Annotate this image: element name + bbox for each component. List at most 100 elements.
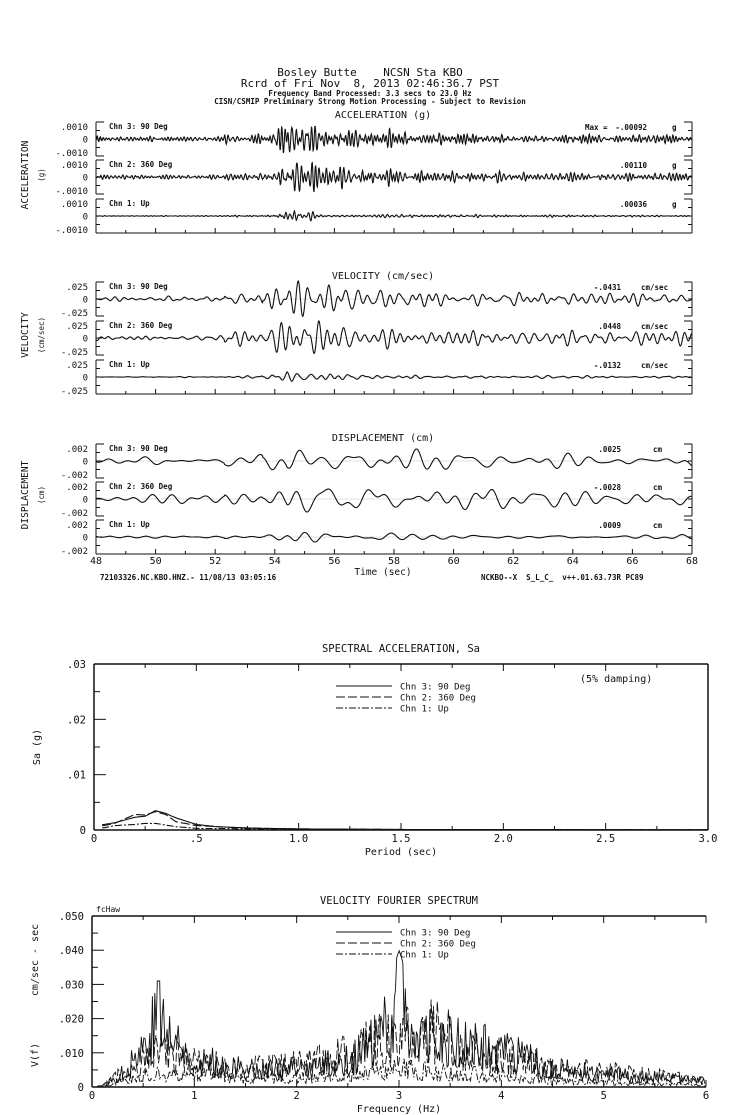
max-value: -.0028 bbox=[594, 483, 622, 492]
corner-label: fcHaw bbox=[96, 905, 120, 914]
y-tick-label: 0 bbox=[83, 458, 88, 468]
time-tick-label: 48 bbox=[90, 556, 102, 567]
waveform-0-0 bbox=[95, 125, 693, 154]
time-tick-label: 60 bbox=[448, 556, 460, 567]
trace-1-0 bbox=[95, 279, 693, 317]
panel-ylabel: VELOCITY bbox=[20, 312, 31, 358]
channel-label: Chn 1: Up bbox=[109, 360, 150, 369]
max-unit: cm/sec bbox=[641, 283, 668, 292]
waveform-1-0 bbox=[95, 279, 693, 317]
max-unit: cm bbox=[653, 483, 663, 492]
panel-title: ACCELERATION (g) bbox=[335, 110, 431, 121]
y-tick-label: .010 bbox=[59, 1048, 84, 1060]
trace-0-0 bbox=[95, 125, 693, 154]
panel-ylabel: DISPLACEMENT bbox=[20, 460, 31, 529]
y-tick-label: .0010 bbox=[61, 123, 88, 133]
station-title: Bosley Butte NCSN Sta KBO bbox=[277, 66, 462, 79]
x-axis-label: Period (sec) bbox=[365, 847, 437, 858]
legend-label: Chn 2: 360 Deg bbox=[400, 694, 476, 704]
y-tick-label: .020 bbox=[59, 1014, 84, 1026]
x-tick-label: 5 bbox=[601, 1090, 607, 1102]
panel-ylabel: ACCELERATION bbox=[20, 140, 31, 209]
max-unit: cm/sec bbox=[641, 322, 668, 331]
y-tick-label: .050 bbox=[59, 911, 84, 923]
panel-yunit: (cm/sec) bbox=[37, 317, 46, 353]
y-tick-label: -.002 bbox=[61, 547, 88, 557]
y-tick-label: -.025 bbox=[61, 309, 88, 319]
channel-label: Chn 2: 360 Deg bbox=[109, 482, 173, 491]
time-tick-label: 64 bbox=[567, 556, 579, 567]
waveform-1-1 bbox=[95, 320, 693, 354]
damping-note: (5% damping) bbox=[580, 674, 652, 685]
y-tick-label: -.025 bbox=[61, 348, 88, 358]
y-tick-label: 0 bbox=[83, 374, 88, 384]
y-tick-label: .0010 bbox=[61, 161, 88, 171]
channel-label: Chn 3: 90 Deg bbox=[109, 444, 168, 453]
y-tick-label: 0 bbox=[83, 213, 88, 223]
x-tick-label: 0 bbox=[91, 833, 97, 845]
channel-label: Chn 2: 360 Deg bbox=[109, 160, 173, 169]
y-tick-label: .025 bbox=[66, 361, 88, 371]
channel-label: Chn 1: Up bbox=[109, 199, 150, 208]
x-tick-label: 3.0 bbox=[699, 833, 718, 845]
x-axis-label: Frequency (Hz) bbox=[357, 1104, 441, 1115]
max-value: -.0132 bbox=[594, 361, 621, 370]
y-tick-label: .040 bbox=[59, 945, 84, 957]
y-axis-label: V(f) bbox=[30, 1043, 41, 1067]
trace-0-2 bbox=[96, 209, 692, 222]
max-unit: cm/sec bbox=[641, 361, 668, 370]
x-tick-label: 1.0 bbox=[289, 833, 308, 845]
y-tick-label: 0 bbox=[83, 496, 88, 506]
footer-right: NCKBO--X S_L_C_ v++.01.63.73R PC89 bbox=[481, 573, 644, 582]
time-tick-label: 62 bbox=[507, 556, 519, 567]
y-tick-label: .002 bbox=[66, 521, 88, 531]
max-unit: g bbox=[672, 161, 677, 170]
sa-series-1 bbox=[102, 811, 708, 831]
x-tick-label: 6 bbox=[703, 1090, 709, 1102]
waveform-0-1 bbox=[95, 161, 693, 193]
y-tick-label: .02 bbox=[67, 714, 86, 726]
max-value: -.00092 bbox=[615, 123, 647, 132]
y-tick-label: -.002 bbox=[61, 471, 88, 481]
trace-0-1 bbox=[95, 161, 693, 193]
waveform-0-2 bbox=[96, 209, 692, 222]
processing-note: CISN/CSMIP Preliminary Strong Motion Pro… bbox=[214, 97, 526, 106]
y-tick-label: .002 bbox=[66, 445, 88, 455]
panel-yunit: (cm) bbox=[37, 486, 46, 504]
max-value: .00036 bbox=[620, 200, 648, 209]
trace-1-1 bbox=[95, 320, 693, 354]
legend-label: Chn 3: 90 Deg bbox=[400, 683, 470, 693]
y-tick-label: 0 bbox=[83, 174, 88, 184]
waveform-2-0 bbox=[95, 448, 693, 471]
y-tick-label: 0 bbox=[83, 296, 88, 306]
fourier-series-2 bbox=[96, 1058, 706, 1088]
y-tick-label: -.002 bbox=[61, 509, 88, 519]
time-tick-label: 58 bbox=[388, 556, 400, 567]
time-tick-label: 56 bbox=[328, 556, 340, 567]
y-tick-label: .025 bbox=[66, 322, 88, 332]
frequency-band: Frequency Band Processed: 3.3 secs to 23… bbox=[268, 89, 471, 98]
x-tick-label: 1 bbox=[191, 1090, 197, 1102]
y-tick-label: 0 bbox=[83, 534, 88, 544]
y-tick-label: 0 bbox=[83, 335, 88, 345]
panel-yunit: (g) bbox=[37, 168, 46, 182]
y-tick-label: .0010 bbox=[61, 200, 88, 210]
trace-2-2 bbox=[95, 531, 693, 543]
waveform-2-2 bbox=[95, 531, 693, 543]
time-tick-label: 68 bbox=[686, 556, 698, 567]
y-tick-label: -.0010 bbox=[55, 226, 88, 236]
time-tick-label: 50 bbox=[150, 556, 162, 567]
x-tick-label: 1.5 bbox=[392, 833, 411, 845]
sa-series-2 bbox=[102, 822, 708, 831]
time-tick-label: 54 bbox=[269, 556, 281, 567]
trace-2-0 bbox=[95, 448, 693, 471]
y-tick-label: -.025 bbox=[61, 387, 88, 397]
max-value: .0025 bbox=[598, 445, 621, 454]
x-tick-label: 2 bbox=[294, 1090, 300, 1102]
sa-series-0 bbox=[102, 810, 708, 831]
y-tick-label: .030 bbox=[59, 979, 84, 991]
fourier-series-1 bbox=[97, 999, 706, 1087]
max-prefix: Max = bbox=[585, 123, 608, 132]
panel-title: VELOCITY (cm/sec) bbox=[332, 271, 434, 282]
channel-label: Chn 3: 90 Deg bbox=[109, 122, 168, 131]
